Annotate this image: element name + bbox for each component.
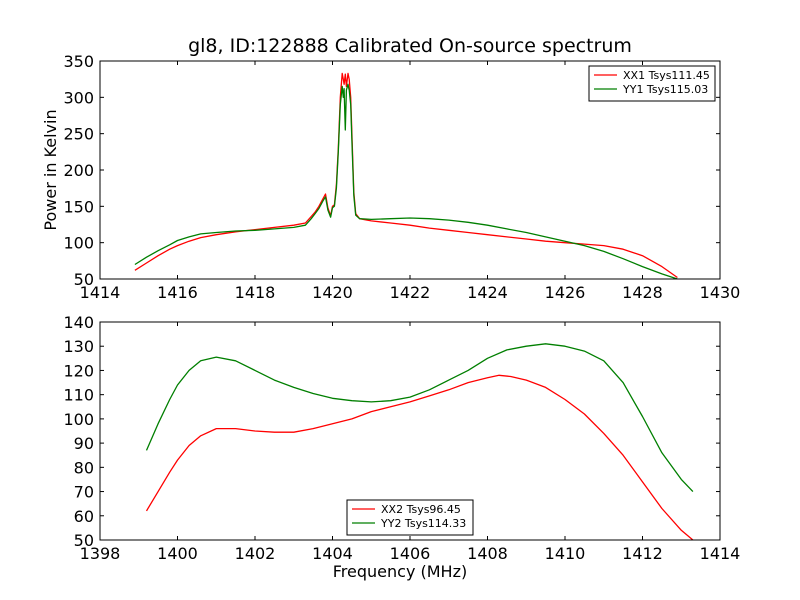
y-tick-label: 300 bbox=[63, 88, 94, 107]
legend-box bbox=[346, 499, 474, 536]
y-tick-label: 100 bbox=[63, 410, 94, 429]
x-tick-label: 1422 bbox=[390, 283, 431, 302]
x-tick-label: 1404 bbox=[312, 544, 353, 563]
x-tick-label: 1414 bbox=[80, 283, 121, 302]
x-tick-label: 1402 bbox=[235, 544, 276, 563]
x-tick-label: 1398 bbox=[80, 544, 121, 563]
series-line-1 bbox=[145, 374, 694, 540]
y-tick-label: 350 bbox=[63, 52, 94, 71]
chart-title: gl8, ID:122888 Calibrated On-source spec… bbox=[188, 35, 632, 57]
x-tick-label: 1412 bbox=[622, 544, 663, 563]
y-tick-label: 110 bbox=[63, 386, 94, 405]
y-axis-label: Power in Kelvin bbox=[41, 109, 60, 230]
x-tick-label: 1428 bbox=[622, 283, 663, 302]
x-tick-label: 1420 bbox=[312, 283, 353, 302]
y-tick-label: 150 bbox=[63, 197, 94, 216]
y-tick-label: 250 bbox=[63, 125, 94, 144]
legend-entry: XX2 Tsys96.45 bbox=[381, 503, 461, 516]
legend-entry: YY2 Tsys114.33 bbox=[380, 517, 466, 530]
legend-entry: YY1 Tsys115.03 bbox=[622, 83, 708, 96]
x-axis-label: Frequency (MHz) bbox=[333, 562, 467, 581]
x-tick-label: 1408 bbox=[467, 544, 508, 563]
x-tick-label: 1400 bbox=[157, 544, 198, 563]
y-tick-label: 60 bbox=[74, 507, 94, 526]
y-tick-label: 140 bbox=[63, 313, 94, 332]
y-tick-label: 200 bbox=[63, 161, 94, 180]
y-tick-label: 100 bbox=[63, 234, 94, 253]
series-line-2 bbox=[134, 83, 678, 279]
y-tick-label: 120 bbox=[63, 361, 94, 380]
bottom-subplot: 1398 1400 1402 1404 1406 1408 1410 1412 1414 50 60… bbox=[63, 313, 740, 581]
x-tick-label: 1410 bbox=[545, 544, 586, 563]
x-tick-label: 1418 bbox=[235, 283, 276, 302]
x-tick-label: 1416 bbox=[157, 283, 198, 302]
legend-entry: XX1 Tsys111.45 bbox=[623, 69, 710, 82]
y-tick-label: 50 bbox=[74, 531, 94, 550]
y-tick-label: 90 bbox=[74, 434, 94, 453]
series-line-2 bbox=[145, 343, 694, 493]
x-tick-label: 1414 bbox=[700, 544, 741, 563]
x-tick-label: 1424 bbox=[467, 283, 508, 302]
y-tick-label: 70 bbox=[74, 483, 94, 502]
x-tick-label: 1406 bbox=[390, 544, 431, 563]
y-tick-label: 50 bbox=[74, 270, 94, 289]
x-tick-label: 1426 bbox=[545, 283, 586, 302]
y-tick-label: 130 bbox=[63, 337, 94, 356]
y-tick-label: 80 bbox=[74, 458, 94, 477]
top-subplot: 1414 1416 1418 1420 1422 1424 1426 1428 1430 50 10… bbox=[41, 52, 740, 302]
legend-box bbox=[588, 65, 716, 102]
x-tick-label: 1430 bbox=[700, 283, 741, 302]
